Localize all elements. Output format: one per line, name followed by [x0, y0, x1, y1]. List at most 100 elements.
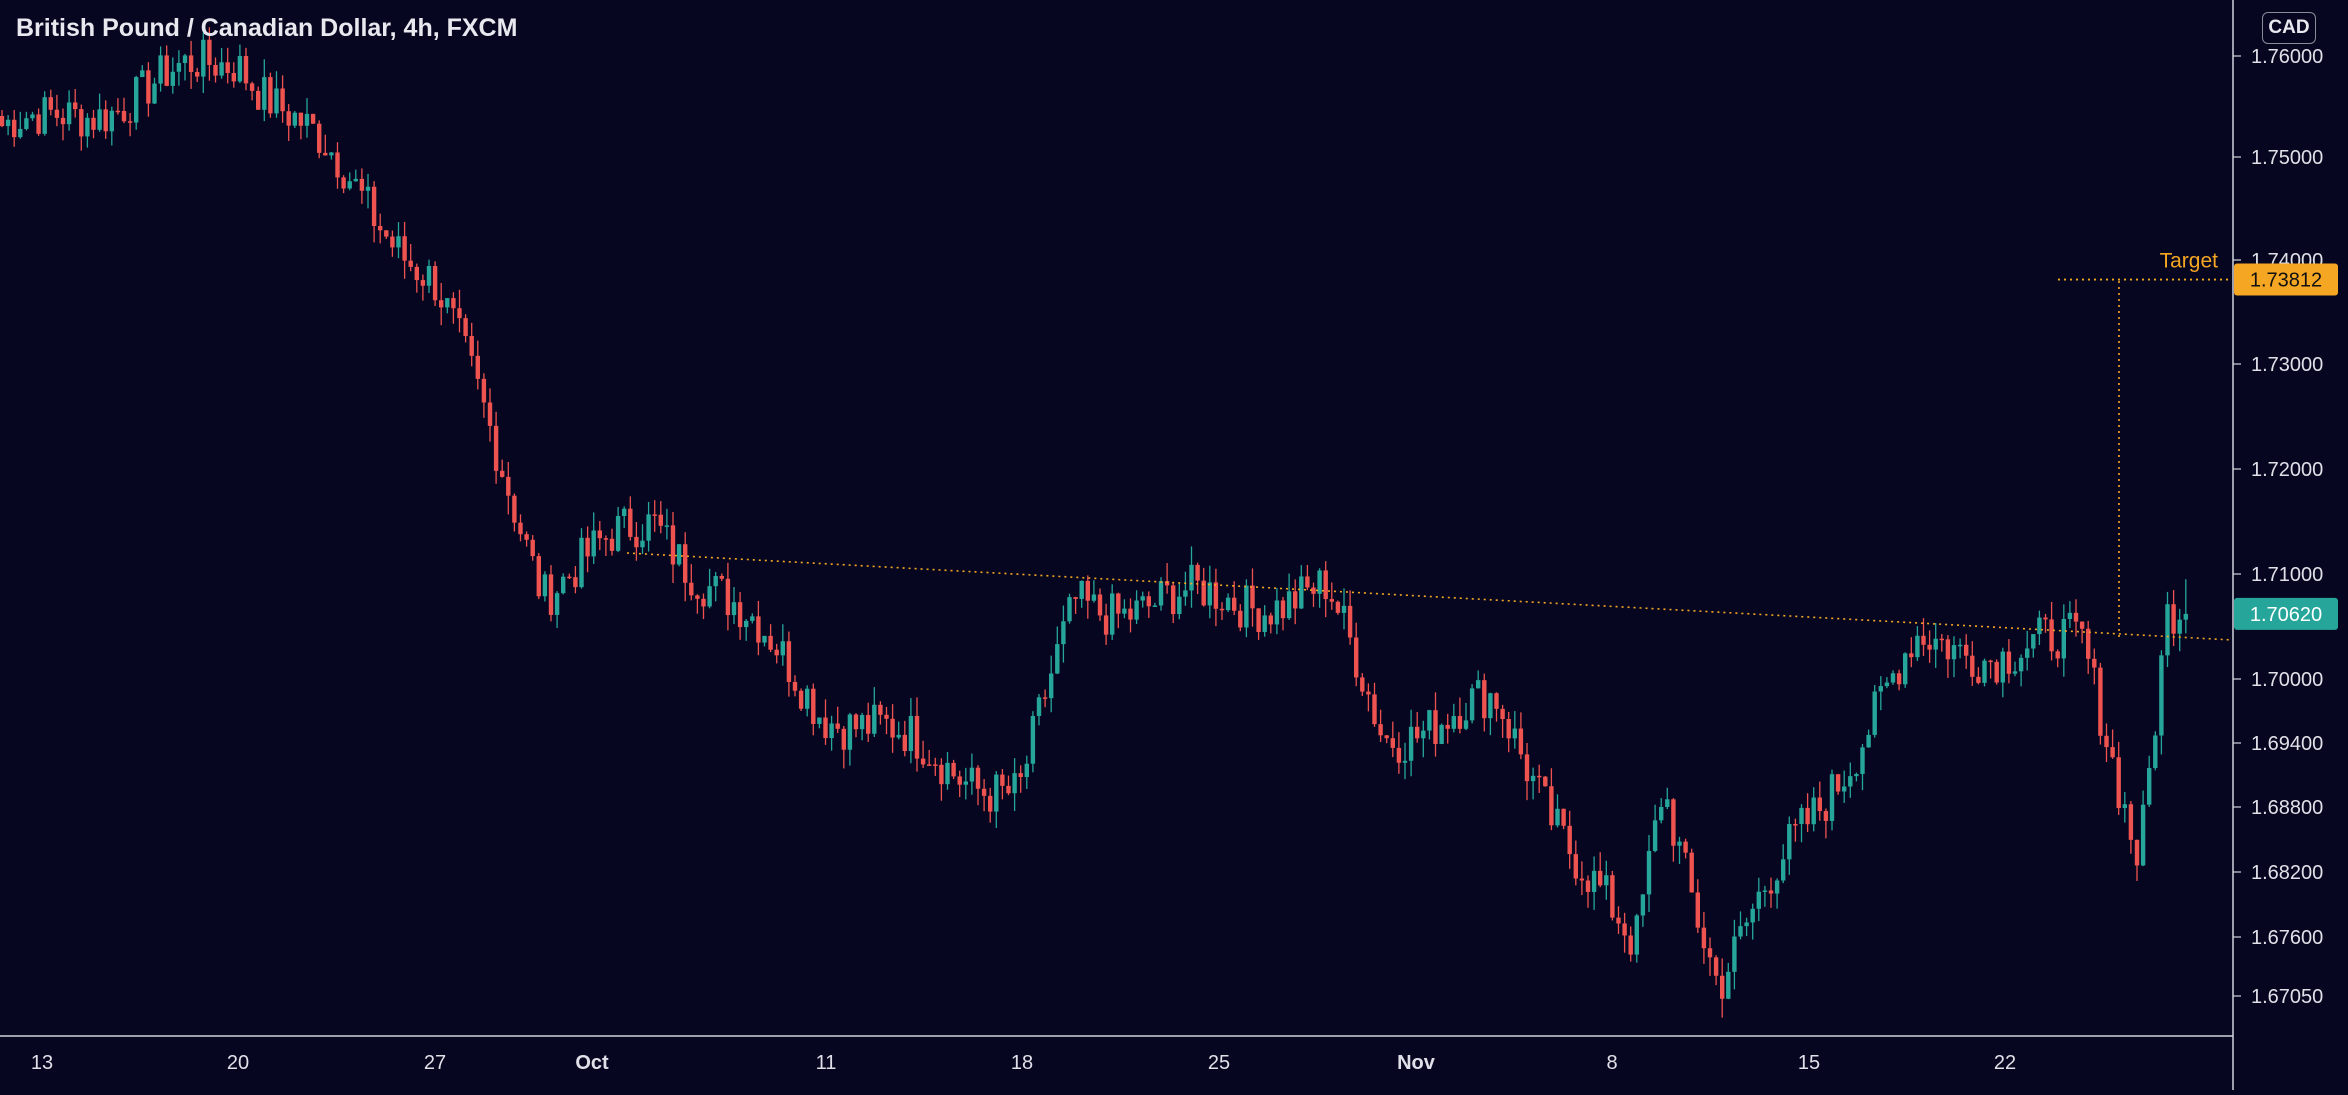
candle-body	[1622, 923, 1627, 936]
candle-body	[1610, 875, 1615, 918]
candle-body	[91, 117, 96, 130]
candle-body	[1823, 811, 1829, 821]
y-tick-label: 1.67050	[2251, 986, 2323, 1008]
candle-body	[1384, 735, 1389, 739]
candle-body	[1677, 841, 1682, 846]
candle-body	[408, 260, 413, 267]
candle-body	[481, 378, 487, 403]
candle-body	[457, 308, 462, 319]
candle-body	[1561, 808, 1566, 826]
candle-body	[707, 586, 712, 607]
candle-body	[390, 236, 395, 248]
y-tick-label: 1.75000	[2251, 147, 2323, 169]
candle-body	[2153, 735, 2158, 769]
candle-body	[97, 109, 102, 130]
candle-body	[1878, 686, 1883, 692]
candle-body	[445, 298, 450, 308]
candle-body	[1951, 645, 1957, 660]
candle-body	[1341, 605, 1347, 613]
candle-body	[713, 575, 718, 587]
candle-body	[1280, 600, 1286, 619]
candle-body	[2171, 604, 2176, 634]
candle-body	[164, 55, 169, 86]
candle-body	[48, 97, 53, 110]
candle-body	[1250, 585, 1255, 609]
candle-body	[152, 83, 157, 104]
candle-body	[1689, 852, 1694, 893]
candle-body	[36, 114, 41, 134]
candle-body	[54, 109, 60, 118]
candle-body	[2128, 804, 2134, 840]
candle-body	[1476, 680, 1481, 689]
candle-body	[1988, 660, 1993, 663]
candle-body	[1872, 691, 1877, 735]
candle-body	[1427, 710, 1432, 731]
candle-body	[786, 641, 792, 682]
candle-body	[1018, 773, 1023, 778]
candle-body	[1854, 773, 1859, 777]
candle-body	[1152, 605, 1158, 607]
candle-body	[1634, 915, 1639, 955]
candle-body	[884, 714, 889, 719]
candle-body	[622, 508, 627, 516]
current-price-label-bg	[2234, 597, 2338, 630]
candle-body	[1012, 773, 1017, 794]
candle-body	[933, 764, 938, 766]
candle-body	[268, 77, 273, 114]
candle-body	[670, 525, 676, 565]
candle-body	[780, 641, 785, 656]
candle-body	[920, 758, 926, 765]
candle-body	[1134, 600, 1139, 620]
candle-body	[1604, 875, 1609, 886]
candle-body	[85, 117, 90, 137]
candle-body	[1067, 597, 1072, 622]
candle-body	[2025, 648, 2030, 658]
candle-body	[975, 767, 981, 789]
candle-body	[1488, 693, 1493, 719]
candle-body	[341, 177, 346, 189]
candle-body	[414, 266, 419, 281]
candle-body	[1957, 644, 1963, 647]
candle-body	[1768, 890, 1774, 894]
current-price-label: 1.70620	[2250, 604, 2322, 626]
candle-body	[963, 781, 968, 785]
candle-body	[2049, 619, 2054, 652]
candle-body	[1732, 936, 1737, 972]
candle-body	[646, 514, 651, 541]
candle-body	[1293, 591, 1298, 609]
candle-body	[134, 77, 139, 123]
candle-body	[914, 715, 920, 759]
candle-body	[634, 536, 639, 548]
candle-body	[1268, 615, 1273, 625]
x-tick-label: 18	[1011, 1052, 1033, 1074]
candle-body	[1903, 653, 1908, 685]
candle-body	[1787, 824, 1792, 860]
candle-body	[878, 704, 883, 715]
candle-body	[42, 97, 47, 134]
candle-body	[1506, 719, 1511, 739]
currency-button[interactable]: CAD	[2262, 12, 2316, 44]
candle-body	[2086, 628, 2091, 659]
candle-body	[353, 178, 358, 182]
candle-body	[1518, 728, 1524, 755]
candle-body	[1042, 697, 1048, 699]
candle-body	[689, 582, 694, 596]
candle-body	[1811, 797, 1816, 825]
candle-body	[615, 515, 621, 551]
candle-body	[1774, 880, 1780, 894]
candle-body	[176, 62, 182, 72]
candle-body	[2177, 619, 2182, 634]
candle-body	[2079, 621, 2085, 629]
candle-body	[1890, 673, 1896, 683]
candle-body	[725, 578, 731, 616]
candle-body	[365, 186, 371, 191]
x-tick-label: Nov	[1397, 1052, 1436, 1074]
candle-body	[1884, 682, 1890, 687]
candle-body	[2006, 651, 2012, 674]
candle-body	[1793, 824, 1798, 826]
candle-body	[1439, 724, 1444, 745]
candle-body	[2061, 618, 2066, 659]
candle-body	[1329, 599, 1334, 602]
